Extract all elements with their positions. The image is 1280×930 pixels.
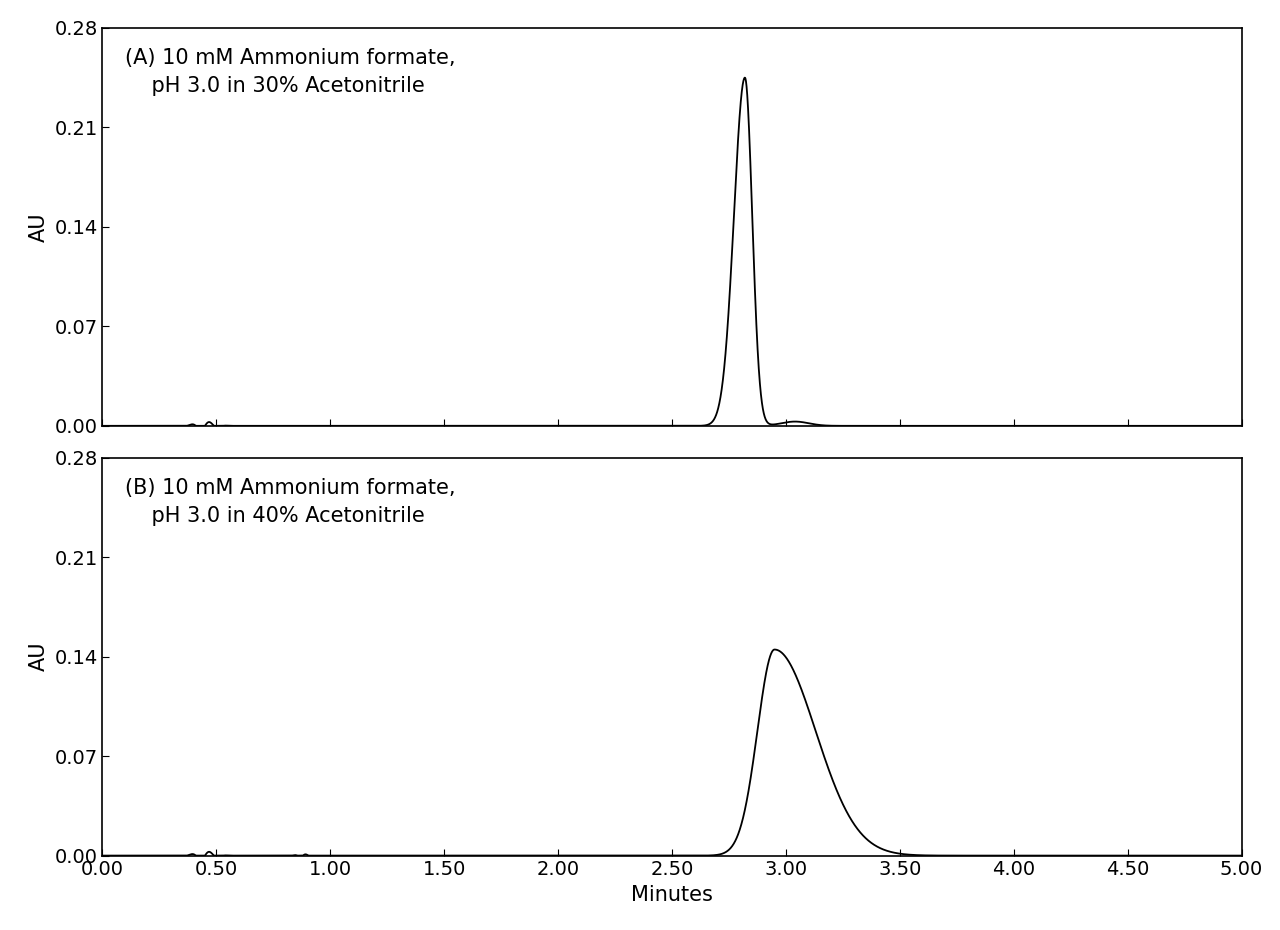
Y-axis label: AU: AU: [28, 212, 49, 242]
X-axis label: Minutes: Minutes: [631, 885, 713, 905]
Text: (A) 10 mM Ammonium formate,
    pH 3.0 in 30% Acetonitrile: (A) 10 mM Ammonium formate, pH 3.0 in 30…: [125, 47, 456, 96]
Text: (B) 10 mM Ammonium formate,
    pH 3.0 in 40% Acetonitrile: (B) 10 mM Ammonium formate, pH 3.0 in 40…: [125, 478, 456, 525]
Y-axis label: AU: AU: [28, 642, 49, 671]
